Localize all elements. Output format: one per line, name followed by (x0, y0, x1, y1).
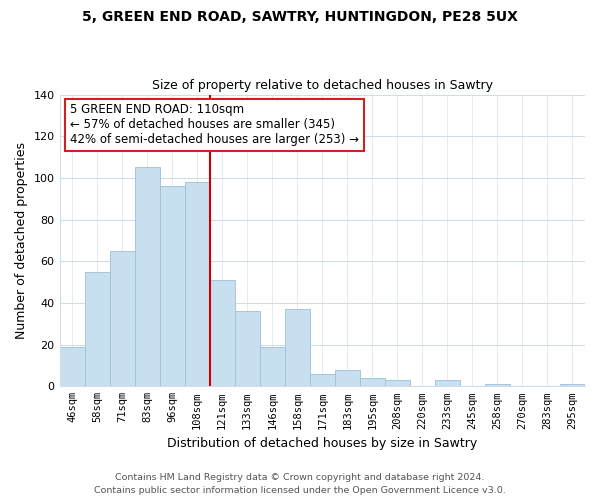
Bar (260, 346, 285, 387)
Bar (335, 370, 360, 386)
Bar (285, 309, 310, 386)
X-axis label: Distribution of detached houses by size in Sawtry: Distribution of detached houses by size … (167, 437, 478, 450)
Bar (435, 380, 460, 386)
Bar (59, 346, 85, 387)
Bar (185, 182, 209, 386)
Text: 5, GREEN END ROAD, SAWTRY, HUNTINGDON, PE28 5UX: 5, GREEN END ROAD, SAWTRY, HUNTINGDON, P… (82, 10, 518, 24)
Bar (160, 186, 185, 386)
Title: Size of property relative to detached houses in Sawtry: Size of property relative to detached ho… (152, 79, 493, 92)
Text: 5 GREEN END ROAD: 110sqm
← 57% of detached houses are smaller (345)
42% of semi-: 5 GREEN END ROAD: 110sqm ← 57% of detach… (70, 104, 359, 146)
Bar (110, 251, 134, 386)
Bar (310, 374, 335, 386)
Bar (360, 378, 385, 386)
Bar (485, 384, 510, 386)
Bar (385, 380, 410, 386)
Y-axis label: Number of detached properties: Number of detached properties (15, 142, 28, 339)
Bar (85, 272, 110, 386)
Bar (209, 280, 235, 386)
Text: Contains HM Land Registry data © Crown copyright and database right 2024.
Contai: Contains HM Land Registry data © Crown c… (94, 474, 506, 495)
Bar (134, 168, 160, 386)
Bar (235, 312, 260, 386)
Bar (560, 384, 585, 386)
